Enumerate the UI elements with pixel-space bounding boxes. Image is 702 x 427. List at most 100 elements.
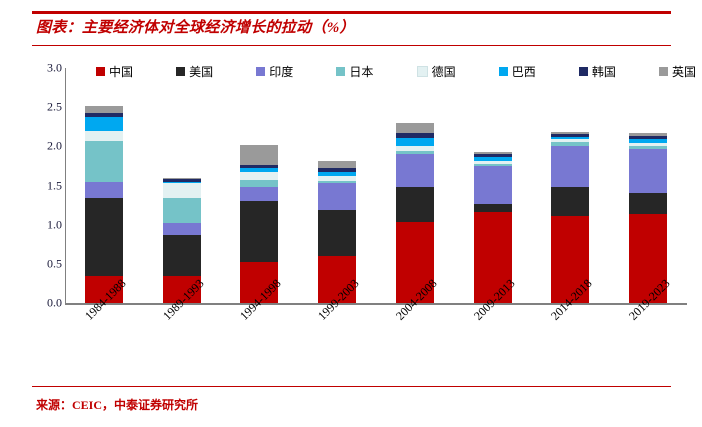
bar-group[interactable] xyxy=(318,68,357,303)
legend-item-德国[interactable]: 德国 xyxy=(416,63,456,80)
bar-segment-日本[interactable] xyxy=(84,140,123,183)
y-tick-label: 0.0 xyxy=(47,295,62,310)
bar-segment-英国[interactable] xyxy=(84,105,123,113)
bar-segment-日本[interactable] xyxy=(473,163,512,166)
bar-segment-日本[interactable] xyxy=(395,151,434,155)
legend-swatch-icon xyxy=(256,66,266,76)
legend-label: 德国 xyxy=(431,64,456,79)
bar-segment-印度[interactable] xyxy=(629,148,668,194)
bar-segment-日本[interactable] xyxy=(240,180,279,188)
bar-segment-美国[interactable] xyxy=(551,187,590,217)
bar-segment-印度[interactable] xyxy=(162,223,201,235)
legend-item-巴西[interactable]: 巴西 xyxy=(498,63,536,80)
bar-segment-巴西[interactable] xyxy=(240,167,279,173)
bar-segment-中国[interactable] xyxy=(473,212,512,303)
x-axis-line xyxy=(65,303,687,305)
bar-segment-日本[interactable] xyxy=(551,142,590,147)
legend-label: 日本 xyxy=(349,64,374,79)
legend-item-印度[interactable]: 印度 xyxy=(256,63,293,80)
bar-segment-印度[interactable] xyxy=(551,146,590,188)
bar-segment-中国[interactable] xyxy=(240,262,279,303)
bar-segment-印度[interactable] xyxy=(84,182,123,199)
bar-segment-英国[interactable] xyxy=(318,161,357,168)
bar-segment-德国[interactable] xyxy=(162,183,201,199)
bar-segment-英国[interactable] xyxy=(395,122,434,134)
bar-segment-中国[interactable] xyxy=(551,216,590,303)
bar-segment-中国[interactable] xyxy=(629,214,668,303)
bar-segment-日本[interactable] xyxy=(629,145,668,149)
bar-segment-英国[interactable] xyxy=(162,177,201,180)
legend-item-英国[interactable]: 英国 xyxy=(658,63,696,80)
bar-segment-日本[interactable] xyxy=(162,198,201,224)
bar-segment-巴西[interactable] xyxy=(318,172,357,177)
bar-segment-美国[interactable] xyxy=(318,209,357,256)
bar-group[interactable] xyxy=(629,68,668,303)
y-tick-label: 1.5 xyxy=(47,178,62,192)
bar-segment-韩国[interactable] xyxy=(629,136,668,140)
bar-segment-英国[interactable] xyxy=(629,133,668,137)
legend-item-中国[interactable]: 中国 xyxy=(96,63,133,80)
bar-group[interactable] xyxy=(551,68,590,303)
bar-segment-巴西[interactable] xyxy=(395,137,434,146)
bar-segment-美国[interactable] xyxy=(84,198,123,276)
bar-segment-韩国[interactable] xyxy=(551,133,590,137)
bar-segment-美国[interactable] xyxy=(395,187,434,222)
bar-group[interactable] xyxy=(84,68,123,303)
bar-segment-美国[interactable] xyxy=(162,234,201,276)
bar-segment-日本[interactable] xyxy=(318,180,357,184)
bar-group[interactable] xyxy=(473,68,512,303)
bar-segment-德国[interactable] xyxy=(84,131,123,141)
bar-segment-中国[interactable] xyxy=(395,221,434,303)
legend-item-美国[interactable]: 美国 xyxy=(176,63,213,80)
bar-segment-印度[interactable] xyxy=(240,187,279,202)
y-tick-label: 0.5 xyxy=(47,256,62,271)
bar-segment-中国[interactable] xyxy=(162,275,201,303)
bar-segment-韩国[interactable] xyxy=(395,133,434,138)
bar-segment-巴西[interactable] xyxy=(629,139,668,144)
bar-segment-印度[interactable] xyxy=(318,183,357,210)
bar-segment-中国[interactable] xyxy=(84,275,123,303)
legend-item-日本[interactable]: 日本 xyxy=(336,63,373,80)
legend-swatch-icon xyxy=(96,66,105,76)
legend-label: 印度 xyxy=(269,64,294,79)
bar-stack xyxy=(84,105,123,303)
title-rule-bottom xyxy=(32,45,671,46)
bar-segment-英国[interactable] xyxy=(240,144,279,166)
bar-segment-德国[interactable] xyxy=(473,161,512,164)
bar-segment-德国[interactable] xyxy=(629,143,668,146)
bar-segment-韩国[interactable] xyxy=(473,154,512,158)
bar-segment-韩国[interactable] xyxy=(162,179,201,182)
source-note: 来源：CEIC，中泰证券研究所 xyxy=(36,398,199,412)
bar-segment-巴西[interactable] xyxy=(551,137,590,139)
bar-segment-英国[interactable] xyxy=(473,151,512,155)
bar-segment-美国[interactable] xyxy=(473,204,512,213)
y-axis-ticks: 0.0 0.5 1.0 1.5 2.0 2.5 3.0 xyxy=(20,0,62,427)
y-tick-label: 2.5 xyxy=(47,99,62,114)
bar-segment-德国[interactable] xyxy=(318,176,357,181)
footer-rule xyxy=(32,386,671,387)
legend-item-韩国[interactable]: 韩国 xyxy=(578,63,616,80)
bar-segment-美国[interactable] xyxy=(629,193,668,215)
legend-swatch-icon xyxy=(578,66,588,76)
bar-segment-印度[interactable] xyxy=(473,165,512,205)
bar-segment-德国[interactable] xyxy=(551,138,590,143)
bar-group[interactable] xyxy=(162,68,201,303)
y-tick-label: 1.0 xyxy=(47,217,62,232)
bar-segment-英国[interactable] xyxy=(551,131,590,134)
bar-segment-巴西[interactable] xyxy=(162,181,201,184)
bar-segment-巴西[interactable] xyxy=(473,157,512,162)
bar-group[interactable] xyxy=(240,68,279,303)
bar-segment-德国[interactable] xyxy=(395,145,434,152)
bar-segment-印度[interactable] xyxy=(395,154,434,188)
legend-swatch-icon xyxy=(658,66,668,76)
bar-group[interactable] xyxy=(395,68,434,303)
bar-segment-韩国[interactable] xyxy=(84,112,123,118)
bar-segment-德国[interactable] xyxy=(240,172,279,181)
bar-segment-韩国[interactable] xyxy=(240,165,279,168)
chart-legend: 中国 美国 印度 日本 德国 巴西 韩国 英国 xyxy=(96,62,696,80)
bar-segment-中国[interactable] xyxy=(318,256,357,303)
bar-segment-韩国[interactable] xyxy=(318,167,357,173)
bar-segment-巴西[interactable] xyxy=(84,117,123,132)
bar-segment-美国[interactable] xyxy=(240,201,279,263)
